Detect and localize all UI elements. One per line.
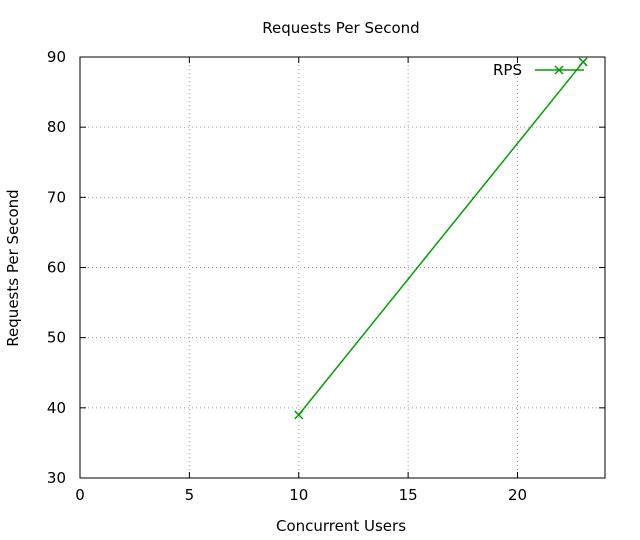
y-tick-label: 70 (47, 188, 66, 206)
y-tick-label: 90 (47, 48, 66, 66)
series-layer (294, 57, 588, 420)
y-tick-labels: 30 40 50 60 70 80 90 (47, 48, 66, 487)
grid-lines (80, 57, 605, 478)
x-tick-label: 0 (75, 486, 85, 504)
x-tick-label: 10 (289, 486, 308, 504)
y-tick-label: 50 (47, 329, 66, 347)
x-axis-label: Concurrent Users (276, 517, 406, 535)
x-tick-labels: 0 5 10 15 20 (75, 486, 527, 504)
y-tick-label: 30 (47, 469, 66, 487)
plot-frame (79, 56, 606, 479)
x-tick-label: 20 (508, 486, 527, 504)
chart-title: Requests Per Second (262, 19, 419, 37)
axis-ticks (79, 56, 605, 479)
legend-marker-sample (554, 65, 564, 75)
y-tick-label: 40 (47, 399, 66, 417)
legend: RPS (493, 61, 584, 79)
x-tick-label: 15 (399, 486, 418, 504)
y-tick-label: 80 (47, 118, 66, 136)
y-axis-label: Requests Per Second (4, 189, 22, 346)
y-tick-label: 60 (47, 259, 66, 277)
data-point-marker (578, 57, 588, 67)
data-point-marker (294, 410, 304, 420)
series-line-rps (298, 61, 584, 416)
legend-label-rps: RPS (493, 61, 522, 79)
x-tick-label: 5 (185, 486, 195, 504)
